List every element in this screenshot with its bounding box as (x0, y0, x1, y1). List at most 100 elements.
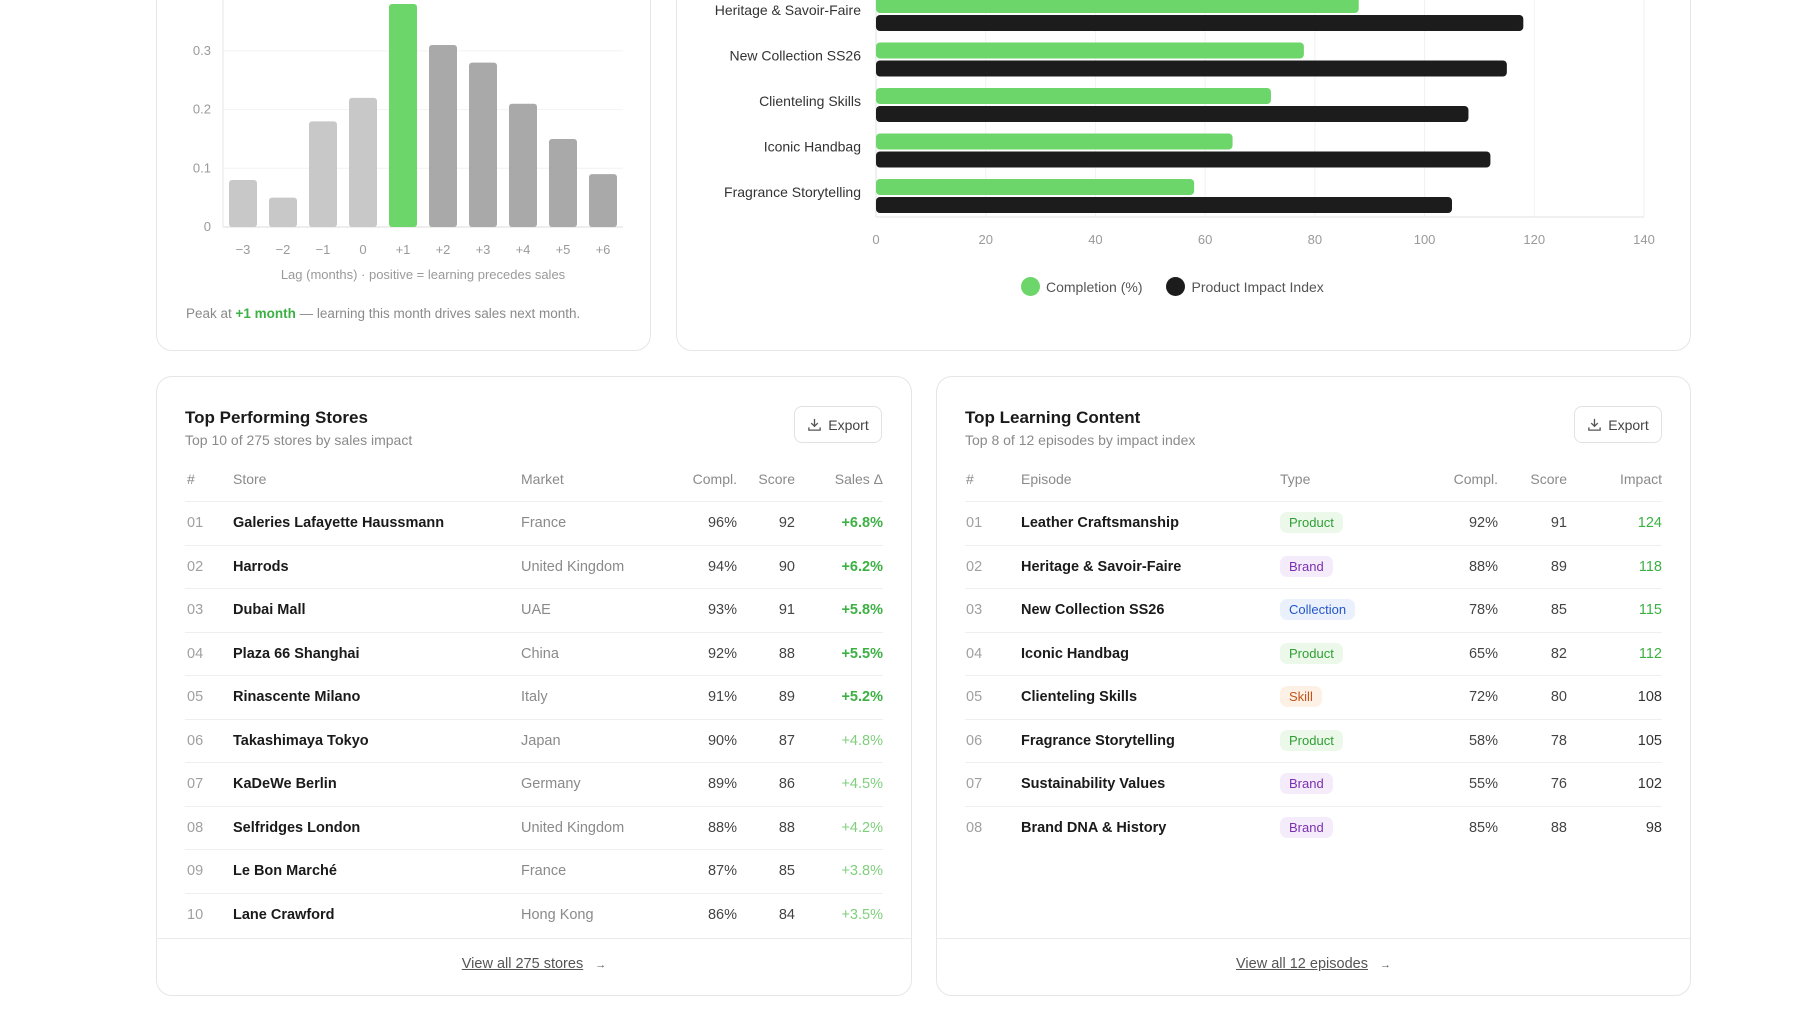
impact: 124 (1637, 515, 1662, 531)
score: 90 (778, 558, 795, 575)
table-row[interactable]: 03 Dubai Mall UAE 93% 91 +5.8% (185, 588, 883, 631)
table-row[interactable]: 06 Fragrance Storytelling Product 58% 78 105 (965, 718, 1662, 762)
view-all-stores-link[interactable]: View all 275 stores (461, 956, 584, 972)
content-footer: View all 12 episodes → (937, 938, 1690, 997)
score: 86 (778, 776, 795, 792)
table-row[interactable]: 01 Galeries Lafayette Haussmann France 96% 9… (185, 501, 883, 544)
stores-title: Top Performing Stores (185, 408, 368, 427)
type: Product (1280, 729, 1343, 751)
sales-delta: +5.5% (841, 645, 883, 662)
impact: 105 (1637, 732, 1662, 749)
arrow-right-icon: → (595, 959, 607, 971)
lag-caption: Peak at +1 month — learning this month d… (186, 306, 580, 321)
table-row[interactable]: 10 Lane Crawford Hong Kong 86% 84 +3.5% (185, 892, 883, 936)
stores-export-button[interactable]: Export (794, 406, 882, 443)
x-tick-label: −1 (316, 242, 331, 257)
lag-bar-+2 (429, 45, 457, 227)
score: 85 (1550, 602, 1567, 618)
rank: 04 (966, 645, 983, 662)
store-name: KaDeWe Berlin (233, 776, 337, 792)
table-row[interactable]: 02 Heritage & Savoir-Faire Brand 88% 89 118 (965, 544, 1662, 588)
table-row[interactable]: 08 Brand DNA & History Brand 85% 88 98 (965, 805, 1662, 849)
market: United Kingdom (521, 558, 625, 575)
x-axis-label: Lag (months) · positive = learning prece… (281, 267, 566, 282)
lag-bar-+1 (389, 3, 417, 227)
rank: 01 (187, 515, 204, 531)
impact: 98 (1645, 819, 1662, 836)
episode-name: Brand DNA & History (1021, 819, 1167, 836)
completion: 92% (1468, 515, 1498, 531)
completion-bar-3 (876, 133, 1233, 150)
impact-bar-1 (876, 60, 1507, 77)
lag-correlation-card: 0 0.1 0.2 0.3 −3 −2 −1 0 +1 +2 +3 +4 +5 +6 Lag (months… (156, 0, 651, 351)
score: 80 (1550, 689, 1567, 705)
caption-suffix: — learning this month drives sales next … (295, 306, 581, 321)
score: 88 (1550, 819, 1567, 836)
store-name: Harrods (233, 558, 289, 575)
type-badge: Collection (1280, 599, 1356, 620)
x-tick-label: 140 (1633, 232, 1655, 247)
table-row[interactable]: 03 New Collection SS26 Collection 78% 85 115 (965, 588, 1662, 631)
rank: 02 (966, 558, 983, 575)
x-tick-label: 20 (978, 232, 992, 247)
column-header: # (187, 471, 195, 487)
column-header: Sales Δ (834, 471, 883, 487)
lag-chart-svg: 0 0.1 0.2 0.3 −3 −2 −1 0 +1 +2 +3 +4 +5 +6 Lag (months… (193, 0, 623, 282)
episode-name: Sustainability Values (1021, 776, 1166, 792)
legend-impact: Product Impact Index (1191, 278, 1324, 295)
table-row[interactable]: 05 Rinascente Milano Italy 91% 89 +5.2% (185, 675, 883, 718)
rank: 06 (966, 732, 983, 749)
content-chart-svg: 0 20 40 60 80 100 120 140 Heritage & Savoir-Fair… (715, 0, 1655, 247)
lag-bar-0 (349, 97, 377, 227)
content-impact-chart: 0 20 40 60 80 100 120 140 Heritage & Savoir-Fair… (677, 0, 1692, 352)
rank: 02 (187, 558, 204, 575)
market: UAE (521, 602, 551, 618)
x-tick-label: 0 (359, 242, 366, 257)
export-label: Export (828, 416, 869, 433)
type-badge: Skill (1280, 686, 1322, 707)
score: 82 (1550, 645, 1567, 662)
market: Japan (521, 732, 561, 749)
x-tick-label: +4 (516, 242, 531, 257)
store-name: Plaza 66 Shanghai (233, 645, 360, 662)
type: Collection (1280, 599, 1356, 620)
y-tick-label: 0.3 (193, 43, 211, 58)
x-tick-label: 0 (872, 232, 879, 247)
store-name: Dubai Mall (233, 602, 306, 618)
type-badge: Brand (1280, 555, 1333, 577)
legend-swatch-completion (1021, 277, 1040, 296)
content-impact-card: 0 20 40 60 80 100 120 140 Heritage & Savoir-Fair… (676, 0, 1691, 351)
rank: 08 (187, 819, 204, 836)
rank: 07 (187, 776, 204, 792)
table-row[interactable]: 02 Harrods United Kingdom 94% 90 +6.2% (185, 544, 883, 588)
completion: 87% (707, 863, 737, 879)
content-export-button[interactable]: Export (1574, 406, 1662, 443)
table-row[interactable]: 06 Takashimaya Tokyo Japan 90% 87 +4.8% (185, 718, 883, 762)
download-icon (1588, 418, 1602, 431)
sales-delta: +5.2% (841, 689, 883, 705)
episode-name: Iconic Handbag (1021, 645, 1129, 662)
x-tick-label: 60 (1198, 232, 1212, 247)
impact: 108 (1637, 689, 1662, 705)
table-row[interactable]: 08 Selfridges London United Kingdom 88% 88 +4… (185, 805, 883, 849)
table-row[interactable]: 07 KaDeWe Berlin Germany 89% 86 +4.5% (185, 762, 883, 805)
table-row[interactable]: 07 Sustainability Values Brand 55% 76 102 (965, 762, 1662, 805)
x-tick-label: +5 (556, 242, 571, 257)
table-row[interactable]: 09 Le Bon Marché France 87% 85 +3.8% (185, 849, 883, 892)
sales-delta: +4.8% (841, 732, 883, 749)
table-row[interactable]: 01 Leather Craftsmanship Product 92% 91 124 (965, 501, 1662, 544)
lag-bar-+3 (469, 62, 497, 227)
table-row[interactable]: 05 Clienteling Skills Skill 72% 80 108 (965, 675, 1662, 718)
table-row[interactable]: 04 Iconic Handbag Product 65% 82 112 (965, 631, 1662, 675)
store-name: Lane Crawford (233, 906, 335, 923)
table-row[interactable]: 04 Plaza 66 Shanghai China 92% 88 +5.5% (185, 631, 883, 675)
top-stores-card: Top Performing Stores Top 10 of 275 stor… (156, 376, 912, 996)
score: 89 (1550, 558, 1567, 575)
sales-delta: +4.2% (841, 819, 883, 836)
x-tick-label: 100 (1414, 232, 1436, 247)
rank: 04 (187, 645, 204, 662)
score: 89 (778, 689, 795, 705)
lag-bar-−3 (229, 180, 257, 227)
store-name: Galeries Lafayette Haussmann (233, 515, 445, 531)
view-all-episodes-link[interactable]: View all 12 episodes (1236, 956, 1368, 972)
